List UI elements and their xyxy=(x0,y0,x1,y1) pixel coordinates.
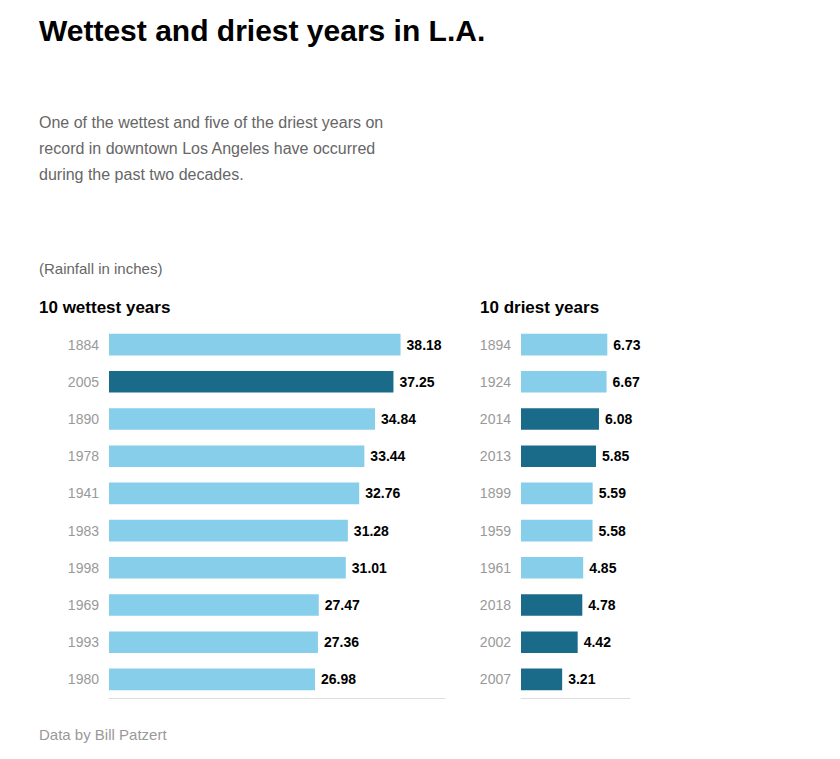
svg-text:(Rainfall in inches): (Rainfall in inches) xyxy=(39,260,162,277)
svg-text:6.73: 6.73 xyxy=(613,337,640,353)
svg-text:1899: 1899 xyxy=(480,485,511,501)
svg-text:1983: 1983 xyxy=(68,523,99,539)
svg-text:33.44: 33.44 xyxy=(370,448,405,464)
svg-text:4.78: 4.78 xyxy=(588,597,615,613)
svg-text:38.18: 38.18 xyxy=(407,337,442,353)
svg-text:32.76: 32.76 xyxy=(365,485,400,501)
svg-text:5.58: 5.58 xyxy=(599,523,626,539)
svg-text:31.01: 31.01 xyxy=(352,560,387,576)
svg-text:2018: 2018 xyxy=(480,597,511,613)
svg-text:27.36: 27.36 xyxy=(324,634,359,650)
svg-text:1884: 1884 xyxy=(68,337,99,353)
svg-text:2014: 2014 xyxy=(480,411,511,427)
svg-text:3.21: 3.21 xyxy=(568,671,595,687)
svg-text:37.25: 37.25 xyxy=(399,374,434,390)
svg-text:2013: 2013 xyxy=(480,448,511,464)
svg-text:2007: 2007 xyxy=(480,671,511,687)
svg-text:record in downtown Los Angeles: record in downtown Los Angeles have occu… xyxy=(39,140,375,157)
svg-text:4.85: 4.85 xyxy=(589,560,616,576)
svg-text:1961: 1961 xyxy=(480,560,511,576)
svg-text:1890: 1890 xyxy=(68,411,99,427)
svg-text:10 driest years: 10 driest years xyxy=(480,298,599,317)
svg-text:Data by Bill Patzert: Data by Bill Patzert xyxy=(39,726,167,743)
svg-text:Wettest and driest years in L.: Wettest and driest years in L.A. xyxy=(39,14,485,47)
svg-text:27.47: 27.47 xyxy=(325,597,360,613)
svg-text:1969: 1969 xyxy=(68,597,99,613)
svg-text:4.42: 4.42 xyxy=(584,634,611,650)
svg-text:1894: 1894 xyxy=(480,337,511,353)
svg-text:1998: 1998 xyxy=(68,560,99,576)
svg-text:1993: 1993 xyxy=(68,634,99,650)
svg-text:6.67: 6.67 xyxy=(613,374,640,390)
svg-text:10 wettest years: 10 wettest years xyxy=(39,298,170,317)
svg-text:One of the wettest and five of: One of the wettest and five of the dries… xyxy=(39,114,383,131)
svg-text:1959: 1959 xyxy=(480,523,511,539)
svg-text:1978: 1978 xyxy=(68,448,99,464)
svg-text:during the past two decades.: during the past two decades. xyxy=(39,166,244,183)
svg-text:1924: 1924 xyxy=(480,374,511,390)
svg-text:1941: 1941 xyxy=(68,485,99,501)
svg-text:5.85: 5.85 xyxy=(602,448,629,464)
svg-text:2002: 2002 xyxy=(480,634,511,650)
svg-text:1980: 1980 xyxy=(68,671,99,687)
svg-text:5.59: 5.59 xyxy=(599,485,626,501)
svg-text:2005: 2005 xyxy=(68,374,99,390)
svg-text:34.84: 34.84 xyxy=(381,411,416,427)
svg-text:31.28: 31.28 xyxy=(354,523,389,539)
svg-text:6.08: 6.08 xyxy=(605,411,632,427)
svg-text:26.98: 26.98 xyxy=(321,671,356,687)
